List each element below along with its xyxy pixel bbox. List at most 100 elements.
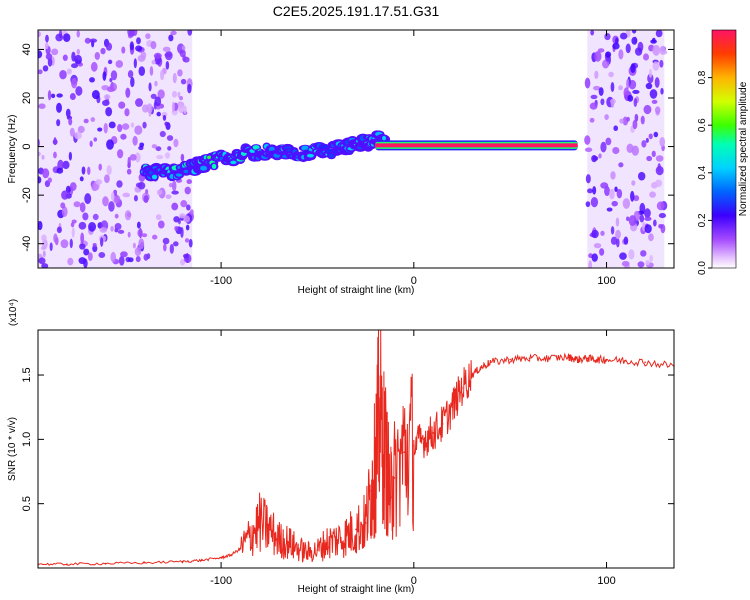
noise-blob [127,30,135,37]
noise-blob [107,59,113,65]
noise-blob [643,104,652,115]
noise-blob [89,38,98,43]
noise-blob [621,260,630,267]
noise-blob [38,103,46,109]
noise-blob [102,71,107,81]
spectrogram-axes: -100 0 100 -40 -20 0 20 40 [21,30,674,287]
noise-blob [647,73,654,84]
noise-blob [605,51,612,58]
noise-blob [614,186,618,192]
snr-point [239,547,242,550]
noise-blob [633,195,640,202]
noise-blob [38,50,43,59]
noise-blob [60,239,69,249]
noise-blob [654,77,660,88]
snr-ytick-label: 0.5 [21,496,33,511]
noise-blob [156,111,161,117]
noise-blob [173,216,180,223]
noise-blob [187,30,193,36]
noise-blob [589,117,595,123]
noise-blob [183,215,190,223]
steady-line [375,140,578,151]
noise-blob [172,241,179,247]
noise-blob [185,224,190,231]
noise-blob [79,202,86,213]
noise-blob [591,253,598,262]
noise-blob [105,42,113,51]
snr-ytick-label: 1.5 [21,367,33,382]
noise-blob [610,99,615,108]
noise-blob [141,104,149,113]
noise-blob [623,236,629,245]
noise-blob [143,195,149,204]
noise-blob [611,200,618,207]
noise-blob [593,85,601,91]
noise-blob [651,150,656,158]
noise-blob [82,212,89,221]
spectrogram-xtick-label: -100 [210,275,232,287]
noise-blob [91,90,100,100]
noise-blob [83,258,88,268]
snr-point [625,360,627,362]
noise-blob [83,248,90,256]
noise-blob [45,34,49,43]
noise-blob [179,258,186,266]
noise-blob [41,154,45,160]
noise-blob [93,137,98,142]
noise-blob [606,207,613,212]
noise-blob [164,50,173,61]
noise-blob [157,220,165,229]
noise-blob [98,163,102,171]
noise-blob [137,228,143,238]
noise-blob [53,137,57,146]
snr-point [413,444,415,447]
noise-blob [154,80,158,87]
noise-blob [103,94,111,100]
noise-blob [180,153,185,162]
noise-blob [139,142,145,148]
noise-blob [157,89,165,99]
noise-blob [615,229,621,240]
spectrogram-xtick-label: 100 [597,275,615,287]
snr-point [422,438,425,441]
snr-point [393,477,396,479]
noise-blob [56,119,61,127]
noise-blob [132,135,138,146]
drift-blob [382,135,387,141]
noise-blob [63,33,71,42]
noise-blob [631,36,638,45]
colorbar-label: Normalized spectral amplitude [738,81,749,216]
noise-blob [118,101,126,109]
noise-blob [172,72,177,84]
noise-blob [75,86,83,96]
noise-blob [47,177,53,183]
noise-blob [90,117,96,122]
noise-blob [104,174,110,184]
noise-blob [132,242,136,249]
snr-point [509,358,511,361]
noise-blob [631,180,636,186]
noise-blob [145,33,151,40]
noise-blob [628,249,635,260]
snr-point [143,562,145,564]
noise-blob [658,223,663,229]
noise-blob [600,182,609,189]
noise-blob [183,105,187,114]
noise-blob [615,217,620,227]
snr-point [378,412,380,415]
noise-blob [135,98,144,107]
noise-blob [53,151,57,159]
noise-blob [587,188,593,194]
colorbar-tick-label: 0.6 [697,118,708,132]
noise-blob [84,37,91,44]
noise-blob [637,171,646,181]
noise-blob [122,192,131,198]
noise-blob [121,46,126,54]
noise-blob [610,171,616,180]
noise-blob [152,234,158,240]
snr-point [374,464,377,466]
noise-blob [166,135,174,141]
noise-blob [160,69,165,81]
snr-point [104,562,107,565]
snr-panel: -100 0 100 0.5 1.0 1.5 Height of straight lin… [7,299,675,595]
